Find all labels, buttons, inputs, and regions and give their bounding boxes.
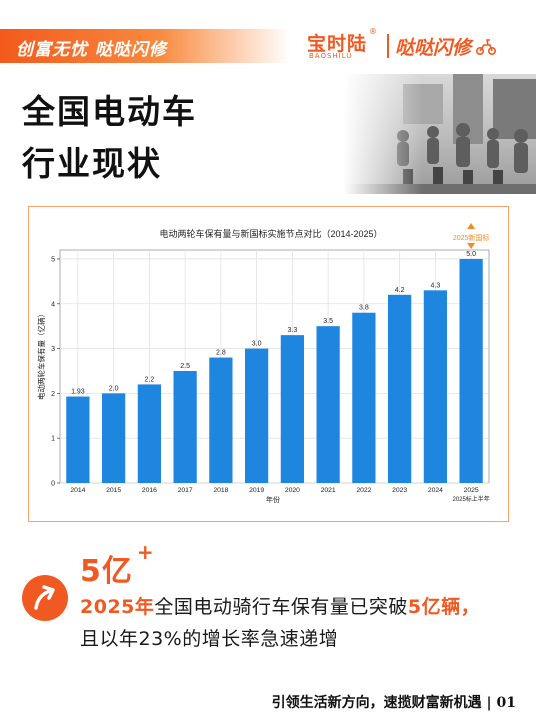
value-label-2015: 2.0: [109, 385, 119, 392]
bar-2024: [423, 290, 447, 483]
annotation-up-arrow: [467, 222, 476, 229]
title-line-2: 行业现状: [22, 144, 162, 183]
stat-highlight: 5亿+: [80, 540, 155, 590]
x-tick-label-2014: 2014: [70, 487, 85, 494]
bar-2019: [245, 348, 269, 483]
x-tick-label-2025: 2025: [464, 487, 479, 494]
stat-comma: ，: [460, 596, 481, 618]
stat-plus: +: [136, 540, 155, 564]
footer-tagline: 引领生活新方向，速揽财富新机遇 | 01: [271, 695, 516, 711]
value-label-2018: 2.8: [216, 350, 226, 357]
annotation-down-arrow: [467, 242, 476, 249]
x-tick-label-2016: 2016: [142, 487, 157, 494]
bar-2018: [209, 357, 233, 483]
x-tick-label-2018: 2018: [213, 487, 228, 494]
x-tick-label-2019: 2019: [249, 487, 264, 494]
plot-area: [59, 249, 490, 484]
value-label-2022: 3.8: [359, 305, 369, 312]
chart-frame: 电动两轮车保有量与新国标实施节点对比（2014-2025） 电动两轮车保有量（亿…: [28, 206, 509, 522]
value-label-2016: 2.2: [145, 376, 155, 383]
ownership-bar-chart: 电动两轮车保有量与新国标实施节点对比（2014-2025） 电动两轮车保有量（亿…: [36, 222, 490, 504]
stat-line-2: 且以年23%的增长率急速递增: [80, 628, 339, 650]
brand-name: 哒哒闪修: [395, 36, 472, 59]
chart-title: 电动两轮车保有量与新国标实施节点对比（2014-2025）: [159, 228, 382, 239]
bar-2023: [388, 294, 412, 483]
value-label-2025: 5.0: [466, 251, 476, 258]
brand-logo-group: 宝时陆 ® BAOSHILU 哒哒闪修: [307, 27, 497, 64]
x-tick-label-2017: 2017: [178, 487, 193, 494]
y-tick-label: 5: [51, 256, 55, 263]
stat-count: 5亿辆: [407, 596, 461, 618]
bar-2020: [280, 335, 304, 483]
brand-divider: [387, 34, 389, 58]
y-tick-label: 0: [51, 481, 55, 488]
value-label-2023: 4.2: [395, 287, 405, 294]
bar-2022: [352, 312, 376, 483]
growth-arrow-icon: [22, 575, 68, 621]
value-label-2024: 4.3: [431, 282, 441, 289]
slogan-text: 创富无忧 哒哒闪修: [16, 40, 167, 60]
street-traffic-photo: [343, 74, 536, 194]
value-label-2019: 3.0: [252, 341, 262, 348]
bar-2014: [66, 396, 90, 483]
scooter-icon: [476, 39, 497, 56]
value-label-2014: 1.93: [71, 389, 85, 396]
y-tick-label: 2: [51, 391, 55, 398]
y-tick-label: 3: [51, 346, 55, 353]
annotation-label: 2025新国标: [453, 233, 490, 242]
x-tick-label-2020: 2020: [285, 487, 300, 494]
logo-en: BAOSHILU: [309, 52, 353, 60]
stat-line-1: 2025年全国电动骑行车保有量已突破5亿辆，: [80, 592, 480, 619]
x-tick-label-2022: 2022: [356, 487, 371, 494]
photo-fade-overlay: [343, 74, 423, 194]
bar-2017: [173, 370, 197, 483]
logo-cn: 宝时陆: [307, 33, 368, 55]
x-sub-label-2025: 2025标上半年: [452, 495, 489, 503]
x-tick-label-2021: 2021: [321, 487, 336, 494]
stat-big-number: 5亿: [80, 554, 133, 589]
stat-text-1: 全国电动骑行车保有量已突破: [154, 596, 408, 618]
y-tick-label: 1: [51, 436, 55, 443]
value-label-2020: 3.3: [288, 327, 298, 334]
chart-y-axis-label: 电动两轮车保有量（亿辆）: [36, 310, 46, 400]
bar-2016: [137, 384, 161, 483]
stat-year: 2025年: [80, 596, 155, 618]
x-tick-label-2023: 2023: [392, 487, 407, 494]
bar-2021: [316, 326, 340, 483]
page-title: 全国电动车 行业现状: [22, 86, 197, 190]
registered-mark: ®: [369, 27, 377, 36]
baoshilu-logo: 宝时陆 ® BAOSHILU: [307, 27, 381, 63]
chart-x-axis-label: 年份: [266, 495, 280, 504]
title-line-1: 全国电动车: [22, 92, 197, 131]
y-tick-label: 4: [51, 301, 55, 308]
x-tick-label-2024: 2024: [428, 487, 443, 494]
bar-2015: [102, 393, 126, 483]
bar-2025: [459, 258, 483, 483]
value-label-2021: 3.5: [323, 318, 333, 325]
value-label-2017: 2.5: [180, 363, 190, 370]
x-tick-label-2015: 2015: [106, 487, 121, 494]
slogan-banner: 创富无忧 哒哒闪修: [0, 29, 290, 63]
